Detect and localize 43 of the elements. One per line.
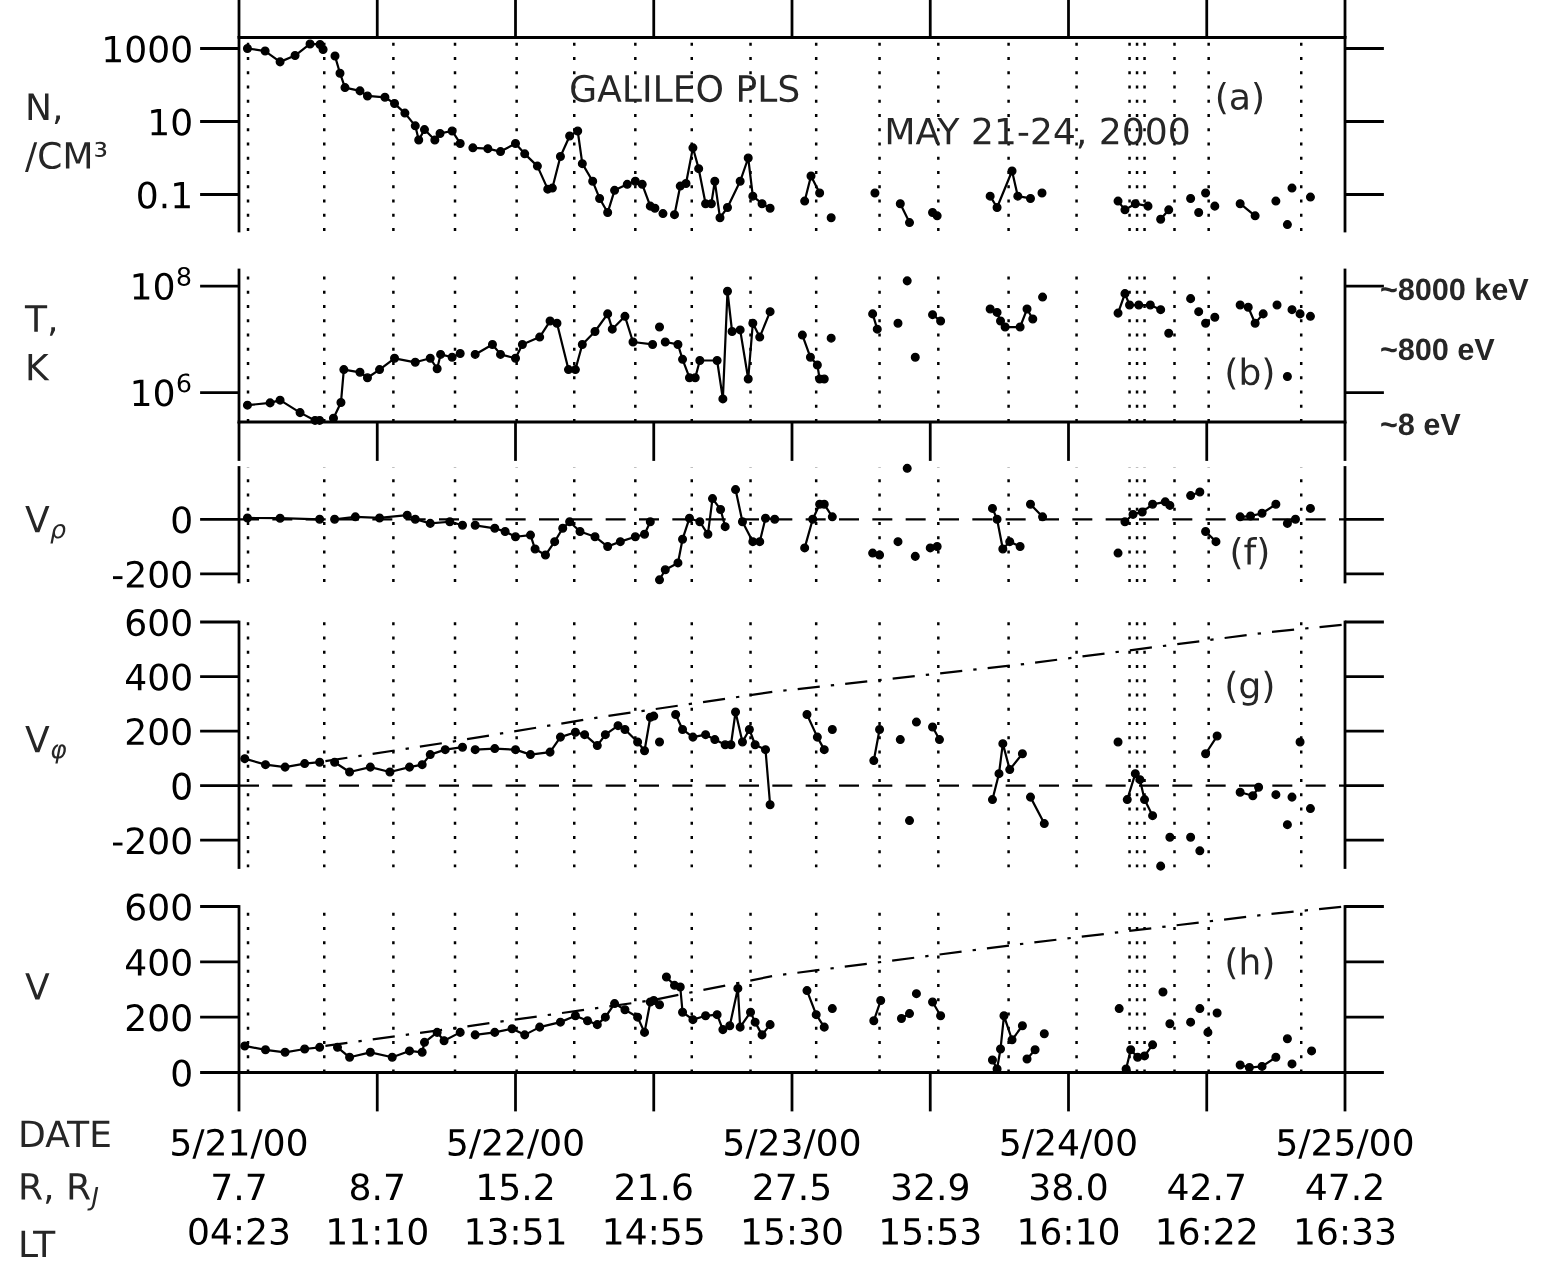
y-tick-label: 0	[172, 506, 191, 534]
x-tick-label: 5/23/00 27.5 15:30	[725, 1128, 860, 1246]
x-tick-label: 5/25/00 47.2 16:33	[1278, 1128, 1413, 1246]
y-tick-label: 0	[172, 1059, 191, 1087]
y-tick-label: 1000	[105, 35, 191, 63]
y-tick-label: 600	[126, 893, 191, 921]
x-tick-label: 42.7 16:22	[1158, 1173, 1256, 1246]
y-tick-label: -200	[112, 827, 191, 855]
y-tick-label: 0.1	[138, 181, 190, 209]
text: ~800 eV	[1381, 338, 1495, 361]
y-tick-label: 0	[172, 772, 191, 800]
x-tick-label: 5/21/00 7.7 04:23	[172, 1128, 307, 1246]
annotation: (b)	[1227, 357, 1273, 390]
annotation: (a)	[1217, 81, 1262, 115]
y-axis-title: N, /CM³	[25, 93, 107, 172]
text: R, R$_{J}$	[21, 1173, 99, 1211]
annotation: (g)	[1227, 670, 1273, 706]
text: DATE	[21, 1120, 110, 1147]
y-axis-title: V	[25, 973, 50, 1000]
y-axis-title: T, K	[24, 305, 56, 381]
y-axis-title: V$_{φ}$	[25, 725, 66, 764]
text: GALILEO PLS	[571, 74, 799, 103]
y-tick-label: -200	[112, 560, 191, 589]
text: ~8 eV	[1381, 413, 1461, 436]
y-axis-title: V$_{ρ}$	[25, 505, 66, 544]
y-tick-label: 10	[151, 108, 191, 136]
y-tick-label: 10$^{8}$	[133, 266, 191, 300]
y-tick-label: 200	[126, 1004, 191, 1032]
x-tick-label: 5/24/00 38.0 16:10	[1001, 1128, 1136, 1246]
x-tick-label: 5/22/00 15.2 13:51	[448, 1128, 583, 1246]
y-tick-label: 10$^{6}$	[133, 373, 191, 407]
x-tick-label: 32.9 15:53	[882, 1173, 980, 1246]
annotation: (f)	[1232, 537, 1268, 570]
annotation: (h)	[1227, 947, 1273, 980]
y-tick-label: 200	[126, 718, 191, 746]
x-tick-label: 8.7 11:10	[329, 1173, 427, 1246]
text: ~8000 keV	[1381, 277, 1529, 301]
y-tick-label: 600	[126, 608, 191, 637]
x-tick-label: 21.6 14:55	[605, 1173, 703, 1246]
y-tick-label: 400	[126, 948, 191, 977]
text: MAY 21-24, 2000	[887, 117, 1189, 149]
y-tick-label: 400	[126, 663, 191, 691]
text: LT	[21, 1230, 56, 1257]
